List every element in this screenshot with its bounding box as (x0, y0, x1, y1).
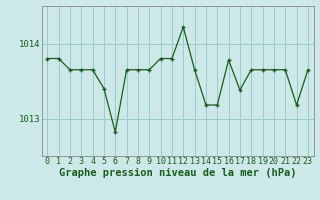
X-axis label: Graphe pression niveau de la mer (hPa): Graphe pression niveau de la mer (hPa) (59, 168, 296, 178)
